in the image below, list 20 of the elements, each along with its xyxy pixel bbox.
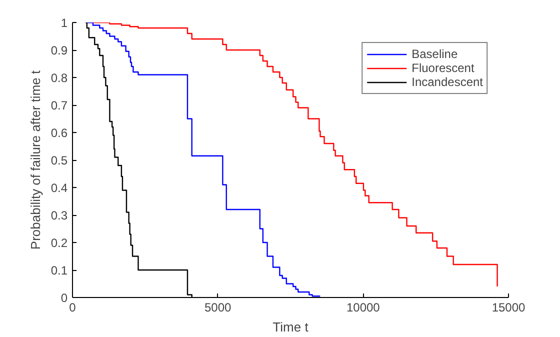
y-axis-title: Probability of failure after time t	[28, 70, 43, 250]
x-tick-label: 0	[69, 300, 76, 314]
y-tick-label: 0.8	[50, 71, 68, 85]
y-tick-label: 0.1	[50, 264, 68, 278]
x-tick-label: 15000	[492, 300, 526, 314]
y-tick-label: 0	[60, 291, 68, 305]
y-tick-label: 0.2	[50, 236, 68, 250]
y-tick-label: 0.4	[50, 181, 68, 195]
y-tick-label: 0.6	[50, 126, 68, 140]
y-tick-label: 0.9	[50, 44, 68, 58]
y-tick-label: 0.5	[50, 154, 68, 168]
x-tick-label: 5000	[204, 300, 232, 314]
y-tick-label: 0.7	[50, 98, 68, 112]
legend-label: Incandescent	[412, 75, 483, 89]
y-tick-label: 1	[60, 16, 68, 30]
legend-label: Fluorescent	[412, 61, 474, 75]
y-tick-label: 0.3	[50, 208, 68, 222]
legend-label: Baseline	[412, 47, 458, 61]
x-tick-label: 10000	[346, 300, 380, 314]
x-axis-title: Time t	[272, 320, 309, 334]
